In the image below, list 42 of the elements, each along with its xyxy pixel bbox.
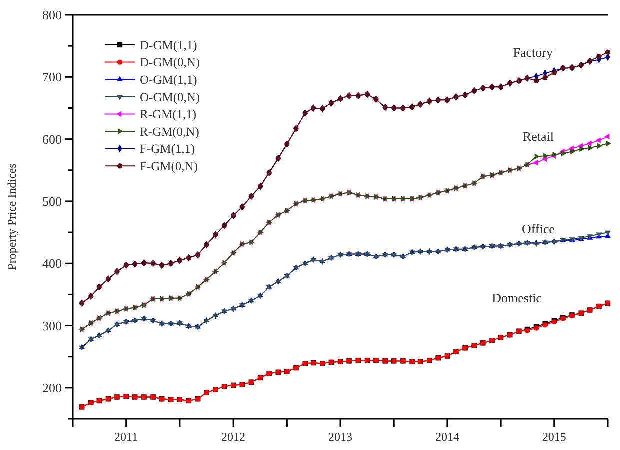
x-tick-label: 2012 <box>222 430 246 444</box>
y-axis-title: Property Price Indices <box>5 163 19 270</box>
legend-label: O-GM(1,1) <box>140 72 198 87</box>
point <box>534 154 540 160</box>
x-tick-label: 2014 <box>435 430 460 444</box>
annotation: Retail <box>522 128 554 144</box>
point <box>588 145 594 151</box>
point <box>570 148 576 155</box>
y-tick-label: 700 <box>42 70 62 85</box>
legend-label: O-GM(0,N) <box>140 90 200 104</box>
x-tick-label: 2013 <box>328 430 352 444</box>
legend-label: D-GM(0,N) <box>140 56 200 70</box>
x-tick-label: 2015 <box>542 430 566 444</box>
y-tick-label: 800 <box>42 8 62 23</box>
legend-label: R-GM(0,N) <box>140 124 200 139</box>
point <box>606 140 612 147</box>
point <box>533 160 538 166</box>
point <box>544 153 549 160</box>
y-tick-label: 500 <box>42 194 62 210</box>
point <box>605 50 611 55</box>
annotation: Factory <box>513 45 554 60</box>
point <box>596 138 601 144</box>
point <box>552 70 557 76</box>
y-tick-label: 600 <box>42 132 62 147</box>
point <box>542 75 548 80</box>
point <box>534 78 540 84</box>
point <box>596 54 602 60</box>
y-tick-label: 400 <box>42 256 62 272</box>
annotation: Domestic <box>492 290 542 306</box>
legend-label: D-GM(1,1) <box>140 38 198 52</box>
point <box>604 134 610 140</box>
legend-label: F-GM(0,N) <box>140 159 198 174</box>
y-tick-label: 200 <box>42 380 62 396</box>
legend-label: F-GM(1,1) <box>140 142 196 156</box>
annotation: Office <box>522 222 556 237</box>
x-tick-label: 2011 <box>114 430 138 444</box>
point <box>586 140 592 147</box>
legend-label: R-GM(1,1) <box>140 108 197 122</box>
y-tick-label: 300 <box>42 318 62 334</box>
point <box>598 143 603 150</box>
point <box>534 242 540 248</box>
point <box>580 146 585 152</box>
